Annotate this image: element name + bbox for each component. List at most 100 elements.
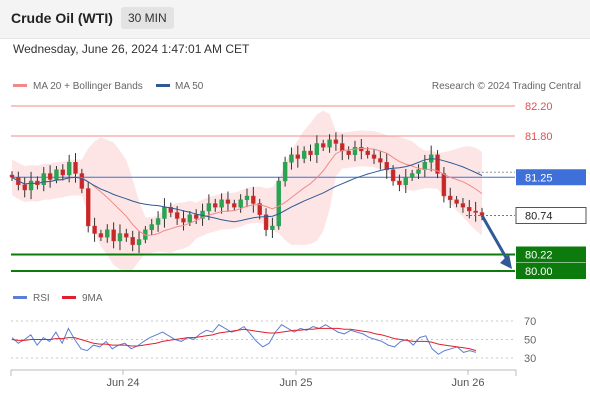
candle-body [340,143,345,152]
candle-body [371,154,377,159]
legend-9ma: 9MA [82,293,103,304]
level-tag-81-25 [516,169,586,186]
candle-body [352,147,358,155]
candle-body [174,212,180,219]
candle-body [28,180,34,191]
candle-body [276,180,281,227]
x-tick-label-2: Jun 26 [451,377,484,389]
rsi-tick-70: 70 [524,316,536,328]
legend-swatch-9ma [62,296,76,299]
projection-arrow-shaft [480,214,510,262]
level-label-81-80: 81.80 [525,131,553,143]
candle-body [60,169,66,176]
candle-body [98,233,104,238]
candle-body [251,195,256,204]
chart-header: Crude Oil (WTI) 30 MIN [0,0,590,39]
candle-body [359,147,364,152]
legend-rsi: RSI [33,293,50,304]
candle-body [136,239,142,245]
candle-body [193,214,199,219]
candle-body [467,207,472,212]
legend-ma20-bollinger: MA 20 + Bollinger Bands [33,81,143,92]
candle-body [403,177,408,185]
candle-body [416,169,421,174]
rsi-tick-30: 30 [524,353,536,365]
candle-body [66,162,72,176]
candle-body [397,180,402,185]
candle-body [73,162,78,174]
candle-body [244,195,250,200]
candle-body [295,154,301,159]
candle-body [213,203,218,208]
candle-body [9,174,15,178]
candle-body [155,218,161,225]
candle-body [22,184,27,191]
rsi-line [11,324,477,355]
legend-swatch-ma50 [156,84,170,87]
candle-body [238,199,243,208]
candle-body [282,162,288,182]
ma50-line [11,158,483,223]
candle-body [168,207,173,213]
candle-body [187,214,193,223]
candle-body [257,203,262,215]
candle-body [92,225,97,234]
candle-body [289,154,294,163]
candle-body [409,173,415,178]
candle-body [54,169,59,180]
candle-body [365,150,370,155]
candle-body [219,199,224,208]
timeframe-button[interactable]: 30 MIN [121,7,174,29]
candle-body [206,203,212,212]
candle-body [47,173,53,180]
candle-body [149,224,154,230]
candle-body [86,188,91,227]
candle-body [162,207,167,219]
candle-body [378,158,383,163]
candle-body [460,203,466,208]
level-label-80-22: 80.22 [525,250,553,262]
candle-body [422,162,428,170]
candle-body [333,139,339,144]
rsi-tick-50: 50 [524,335,536,347]
level-label-81-25: 81.25 [525,172,553,184]
rsi-9ma-line [11,327,477,352]
candle-body [263,214,269,230]
x-tick-label-0: Jun 24 [106,377,139,389]
candle-body [448,195,453,200]
candle-body [181,218,186,223]
candle-body [441,173,447,197]
candle-body [435,154,440,174]
candle-body [390,169,396,182]
current-price-tag [515,207,587,224]
level-tag-80-00 [516,263,586,279]
candle-body [327,139,332,148]
candle-body [225,199,231,204]
candle-body [301,150,307,159]
candle-body [473,210,478,213]
candle-body [41,173,46,185]
candle-body [105,229,110,238]
candle-body [270,225,275,230]
legend-ma50: MA 50 [175,81,204,92]
candle-body [346,150,351,155]
level-label-80-00: 80.00 [525,266,553,278]
level-tag-80-22 [516,246,586,263]
candle-body [79,173,85,189]
x-tick-label-1: Jun 25 [279,377,312,389]
level-label-82-20: 82.20 [525,101,553,113]
candle-body [321,143,326,148]
candle-body [111,229,116,242]
candle-body [384,162,389,170]
candle-body [117,233,123,242]
candle-body [454,199,459,204]
candle-body [308,150,313,155]
source-attribution: Research © 2024 Trading Central [432,81,581,92]
legend-swatch-ma20 [13,84,27,87]
candle-body [232,203,237,208]
chart-datetime: Wednesday, June 26, 2024 1:47:01 AM CET [13,42,250,56]
candle-body [124,233,129,238]
candle-body [314,143,320,155]
instrument-title: Crude Oil (WTI) [11,10,113,26]
